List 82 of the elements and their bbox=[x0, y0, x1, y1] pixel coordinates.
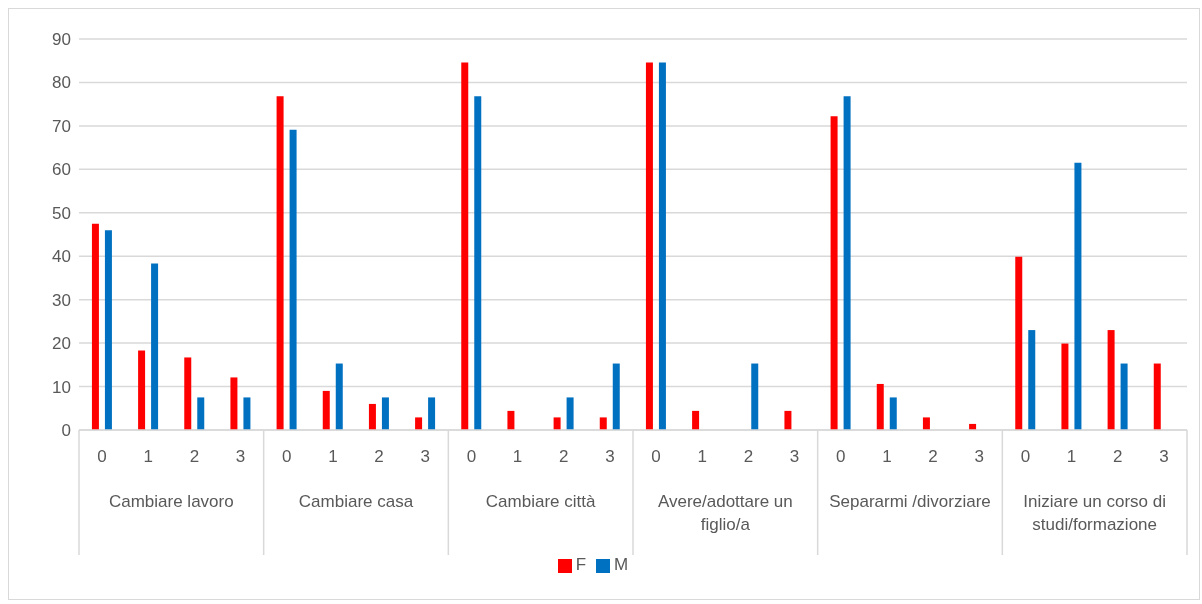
x-tick-label: 2 bbox=[1113, 447, 1123, 467]
bar bbox=[289, 129, 297, 430]
x-tick-label: 2 bbox=[743, 447, 754, 467]
y-tick-label: 70 bbox=[52, 116, 71, 136]
bar bbox=[889, 397, 897, 430]
bar bbox=[461, 62, 469, 430]
bar bbox=[184, 357, 192, 430]
x-tick-label: 3 bbox=[974, 447, 984, 467]
bar bbox=[368, 403, 376, 430]
text: Separarmi /divorziare bbox=[828, 491, 992, 513]
bar bbox=[876, 383, 884, 430]
x-tick-label: 1 bbox=[143, 447, 153, 467]
y-tick-label: 60 bbox=[52, 160, 71, 180]
x-tick-label: 1 bbox=[1066, 447, 1077, 467]
y-tick-label: 10 bbox=[52, 377, 71, 397]
bar bbox=[507, 410, 515, 430]
bar bbox=[1028, 330, 1036, 430]
x-tick-label: 3 bbox=[420, 447, 430, 467]
bar bbox=[381, 397, 389, 430]
text: Avere/adottare un figlio/a bbox=[656, 491, 794, 536]
bar bbox=[784, 410, 792, 430]
bar bbox=[230, 377, 238, 430]
text: Cambiare casa bbox=[297, 491, 415, 513]
x-tick-label: 1 bbox=[697, 447, 707, 467]
bar bbox=[151, 263, 159, 430]
bar bbox=[553, 417, 561, 430]
x-tick-label: 0 bbox=[97, 447, 107, 467]
bar bbox=[658, 62, 666, 430]
bar bbox=[104, 230, 112, 430]
bar bbox=[599, 417, 607, 430]
bar bbox=[138, 350, 146, 430]
y-tick-label: 40 bbox=[52, 247, 71, 267]
x-tick-label: 1 bbox=[512, 447, 523, 467]
bar bbox=[751, 363, 759, 430]
bar bbox=[1061, 343, 1069, 430]
y-tick-label: 0 bbox=[61, 421, 71, 441]
x-tick-label: 3 bbox=[789, 447, 800, 467]
y-tick-label: 90 bbox=[52, 30, 71, 50]
x-tick-label: 0 bbox=[1020, 447, 1031, 467]
x-tick-label: 2 bbox=[374, 447, 384, 467]
x-tick-label: 3 bbox=[605, 447, 615, 467]
x-tick-label: 0 bbox=[836, 447, 846, 467]
text: Cambiare lavoro bbox=[107, 491, 235, 513]
bar bbox=[843, 96, 851, 430]
bar bbox=[692, 410, 700, 430]
bar bbox=[276, 96, 284, 430]
y-tick-label: 50 bbox=[52, 203, 71, 223]
bar bbox=[922, 417, 930, 430]
bar bbox=[322, 390, 330, 430]
bar bbox=[645, 62, 653, 430]
bar bbox=[1015, 256, 1023, 430]
x-tick-label: 2 bbox=[928, 447, 938, 467]
x-tick-label: 1 bbox=[882, 447, 892, 467]
legend-label: M bbox=[614, 555, 629, 574]
bar bbox=[335, 363, 343, 430]
bar bbox=[91, 223, 99, 430]
y-tick-label: 20 bbox=[52, 334, 71, 354]
bar bbox=[474, 96, 482, 430]
x-tick-label: 0 bbox=[651, 447, 661, 467]
x-tick-label: 0 bbox=[466, 447, 477, 467]
text: Cambiare città bbox=[484, 491, 597, 513]
x-tick-label: 1 bbox=[328, 447, 338, 467]
bar bbox=[1074, 162, 1082, 430]
x-tick-label: 3 bbox=[235, 447, 246, 467]
bar bbox=[1153, 363, 1161, 430]
bar bbox=[830, 116, 838, 430]
x-tick-label: 3 bbox=[1159, 447, 1169, 467]
y-tick-label: 30 bbox=[52, 290, 71, 310]
bar bbox=[197, 397, 205, 430]
x-tick-label: 2 bbox=[189, 447, 200, 467]
bar bbox=[1120, 363, 1128, 430]
text: Iniziare un corso di studi/formazione bbox=[1022, 491, 1167, 536]
x-tick-label: 2 bbox=[559, 447, 569, 467]
bar bbox=[612, 363, 620, 430]
bar bbox=[243, 397, 251, 430]
bar bbox=[415, 417, 423, 430]
bar bbox=[428, 397, 436, 430]
x-tick-label: 0 bbox=[282, 447, 292, 467]
bar bbox=[566, 397, 574, 430]
y-tick-label: 80 bbox=[52, 73, 71, 93]
bar bbox=[1107, 330, 1115, 430]
legend-label: F bbox=[575, 555, 587, 574]
